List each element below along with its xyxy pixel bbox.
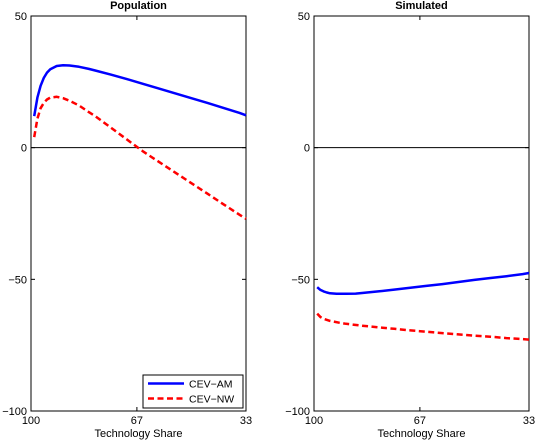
y-tick-label: 50 — [298, 11, 310, 23]
x-tick-label: 100 — [22, 415, 40, 427]
plot-area-frame — [313, 15, 530, 412]
series-line-solid — [316, 271, 530, 296]
y-tick-label: −100 — [2, 406, 27, 418]
legend-label-cev-nw: CEV−NW — [189, 394, 234, 406]
y-tick-label: 50 — [15, 11, 27, 23]
x-tick-label: 100 — [305, 415, 323, 427]
legend-label-cev-am: CEV−AM — [189, 379, 232, 391]
y-tick-label: −100 — [285, 406, 310, 418]
series-line-solid — [32, 63, 247, 117]
legend-box — [142, 374, 244, 409]
x-tick-label: 67 — [414, 415, 426, 427]
series-line-dashed — [316, 312, 530, 341]
x-axis-label: Technology Share — [377, 428, 465, 440]
y-tick-label: 0 — [21, 143, 27, 155]
chart-title: Simulated — [395, 0, 448, 12]
y-tick-label: −50 — [291, 274, 310, 286]
population-panel: Population Technology Share 50 0 −50 −10010… — [2, 0, 252, 440]
chart-title: Population — [110, 0, 167, 12]
series-line-dashed — [32, 95, 247, 220]
x-tick-label: 67 — [131, 415, 143, 427]
legend: CEV−AM CEV−NW — [142, 374, 244, 409]
x-axis-label: Technology Share — [94, 428, 182, 440]
y-tick-label: 0 — [304, 143, 310, 155]
y-tick-label: −50 — [8, 274, 27, 286]
simulated-panel: Simulated Technology Share 50 0 −50 −100100… — [285, 0, 535, 440]
x-tick-label: 33 — [240, 415, 252, 427]
plot-area-frame — [30, 15, 247, 412]
x-tick-label: 33 — [523, 415, 535, 427]
